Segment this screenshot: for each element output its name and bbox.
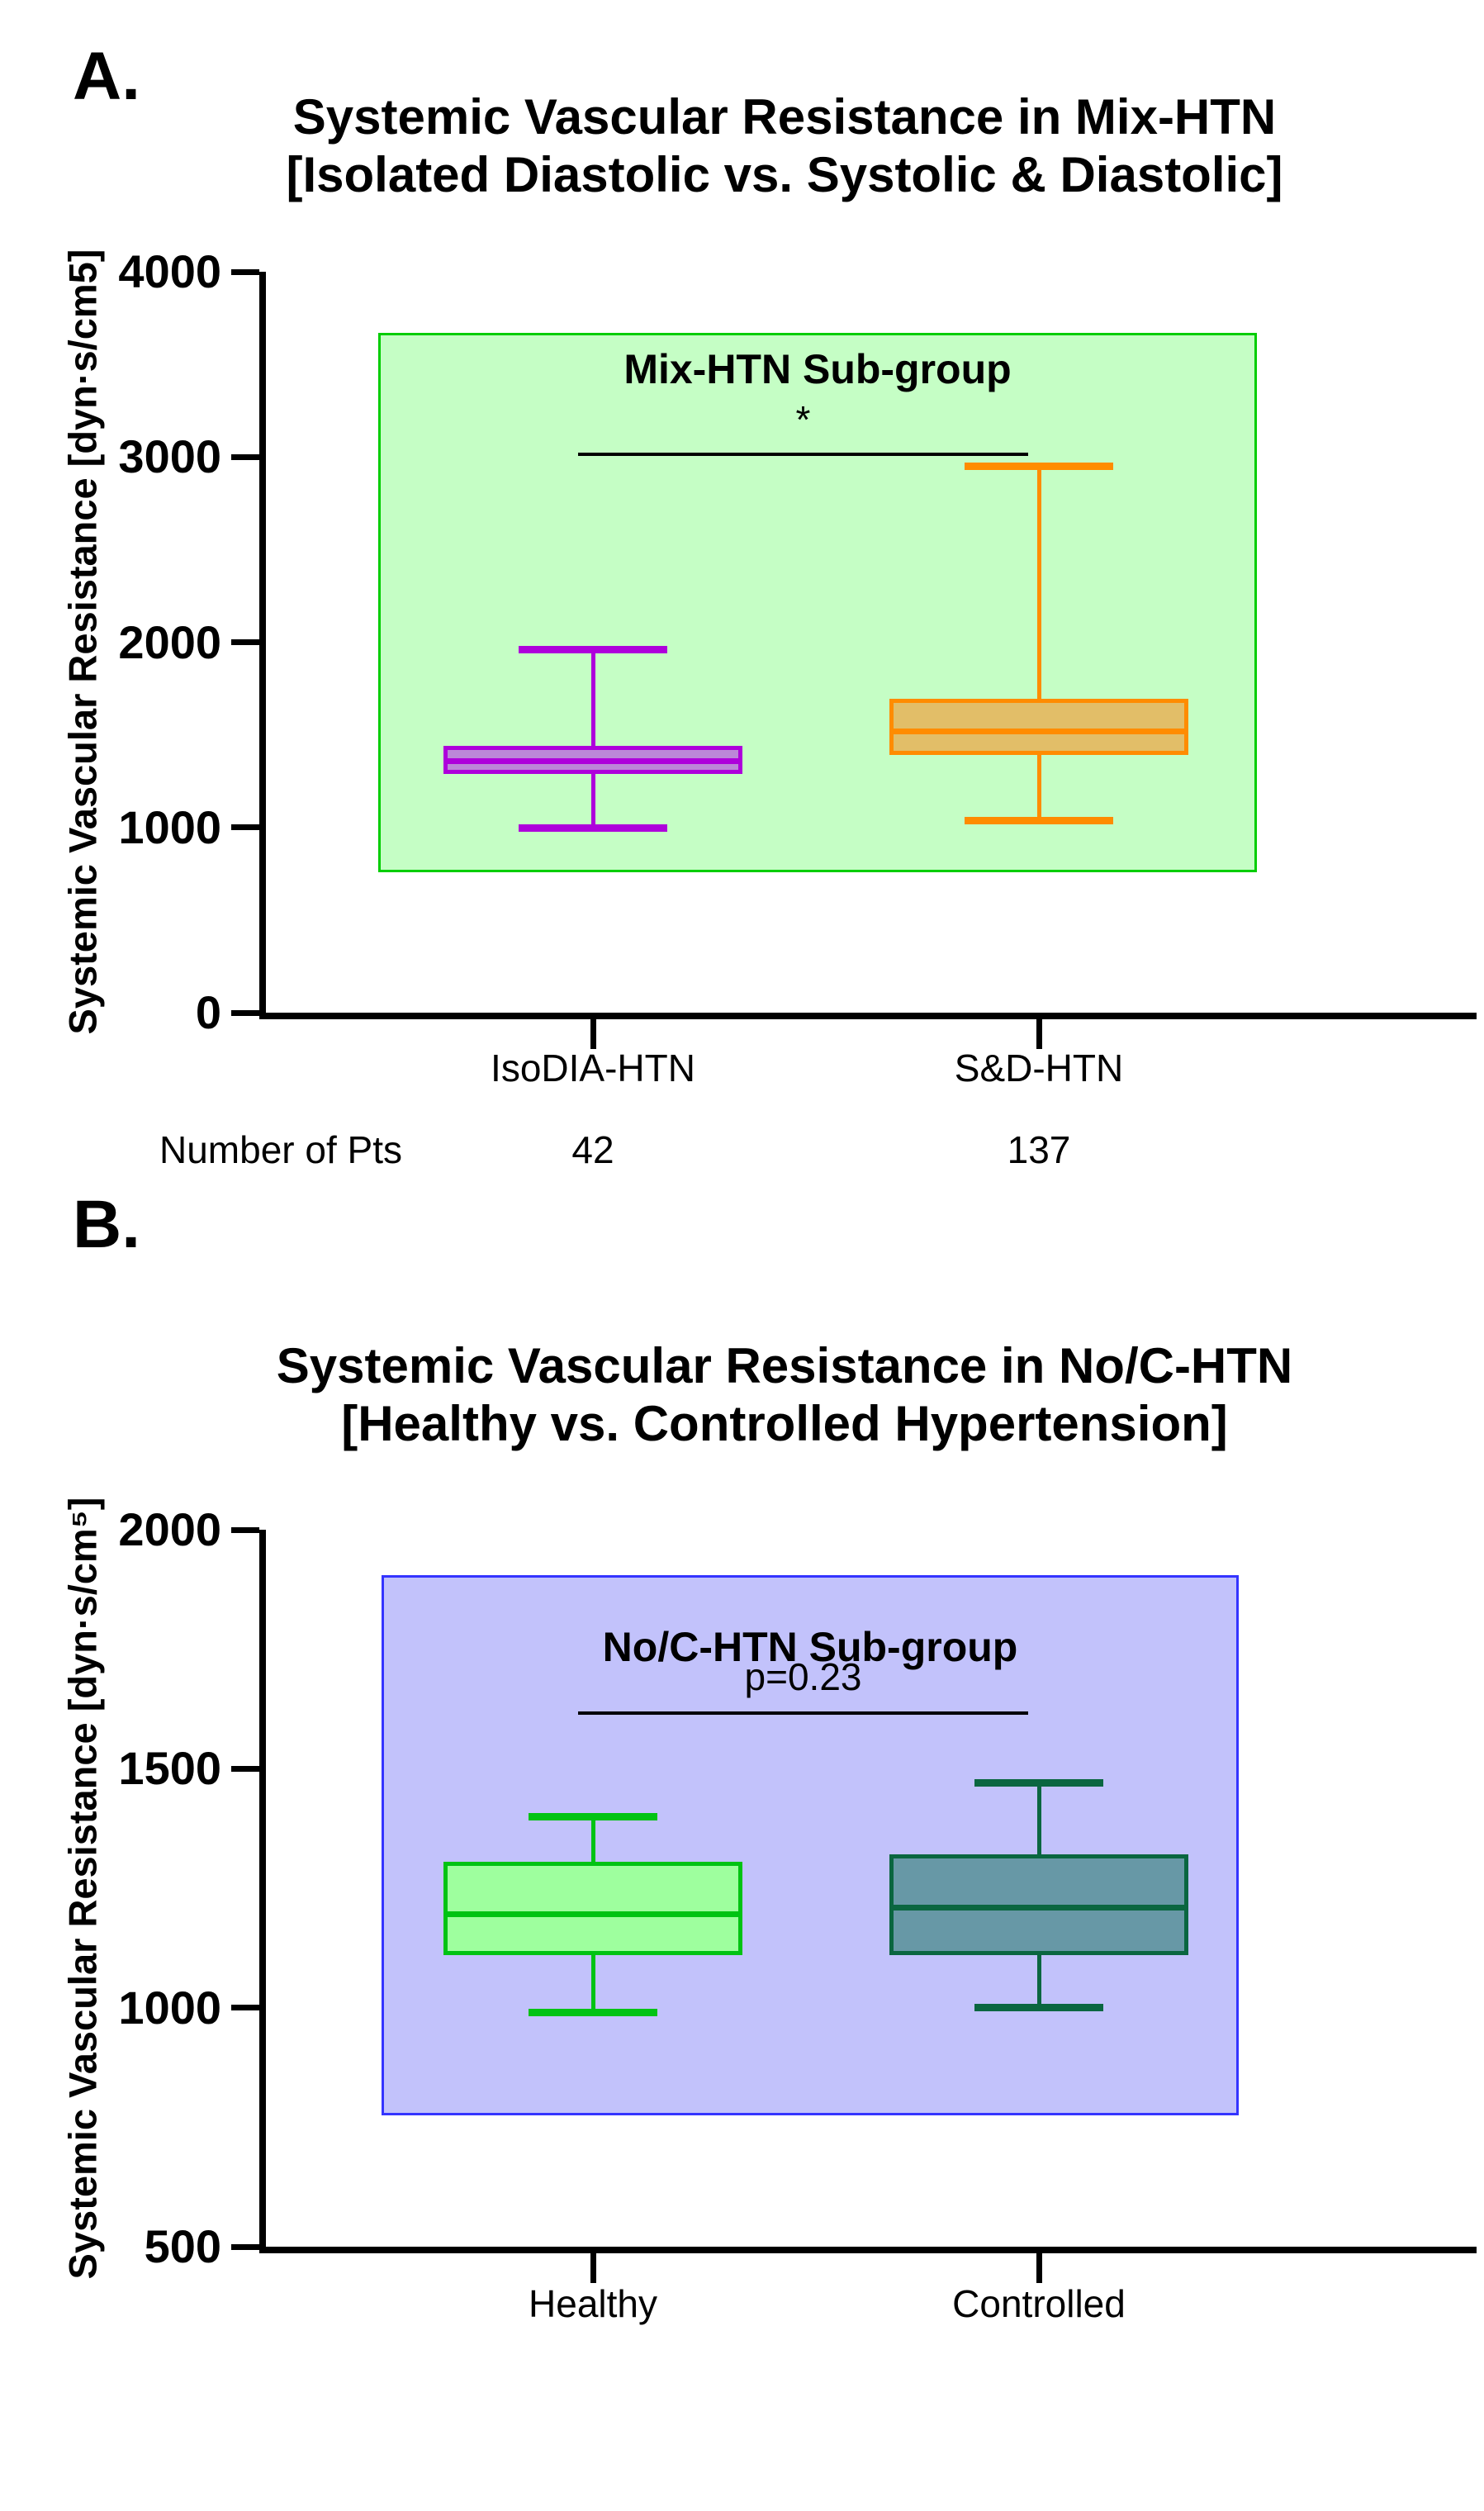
box-median xyxy=(889,1904,1188,1911)
panel-b-title-line2: [Healthy vs. Controlled Hypertension] xyxy=(341,1396,1228,1451)
y-tick-mark xyxy=(231,1765,259,1772)
category-tick-mark xyxy=(590,1019,596,1049)
subgroup-title: No/C-HTN Sub-group xyxy=(602,1624,1018,1670)
panel-a-n-group1: 42 xyxy=(571,1128,614,1171)
y-tick-mark xyxy=(231,1526,259,1533)
whisker-cap xyxy=(529,1812,657,1820)
y-tick-label: 500 xyxy=(144,2220,221,2272)
category-tick-mark xyxy=(1036,2253,1042,2283)
y-tick-label: 1000 xyxy=(118,1981,221,2034)
y-tick-mark xyxy=(231,824,259,831)
significance-line xyxy=(578,1711,1028,1715)
category-label: S&D-HTN xyxy=(954,1047,1124,1089)
y-tick-mark xyxy=(231,2005,259,2011)
box-median xyxy=(889,728,1188,734)
y-tick-label: 0 xyxy=(195,986,221,1038)
significance-label: * xyxy=(795,397,811,441)
y-axis-line xyxy=(259,272,266,1019)
significance-label: p=0.23 xyxy=(744,1654,862,1698)
whisker-cap xyxy=(529,2008,657,2016)
box xyxy=(443,1862,742,1955)
panel-a-title-line1: Systemic Vascular Resistance in Mix-HTN xyxy=(292,89,1277,145)
whisker-cap xyxy=(974,2004,1103,2012)
category-tick-mark xyxy=(1036,1019,1042,1049)
category-label: Controlled xyxy=(952,2282,1126,2325)
subgroup-band xyxy=(382,1574,1239,2115)
x-axis-line xyxy=(259,1013,1477,1019)
subgroup-title: Mix-HTN Sub-group xyxy=(623,346,1012,392)
category-tick-mark xyxy=(590,2253,596,2283)
x-axis-line xyxy=(259,2247,1477,2253)
y-tick-label: 1000 xyxy=(118,800,221,853)
whisker-cap xyxy=(974,1779,1103,1787)
whisker-cap xyxy=(965,462,1113,470)
whisker-cap xyxy=(965,817,1113,825)
subgroup-band xyxy=(378,333,1257,872)
panel-a-title-line2: [Isolated Diastolic vs. Systolic & Diast… xyxy=(286,147,1283,202)
y-tick-mark xyxy=(231,268,259,275)
y-tick-label: 4000 xyxy=(118,245,221,297)
y-tick-label: 1500 xyxy=(118,1742,221,1795)
whisker-cap xyxy=(519,824,667,833)
y-tick-mark xyxy=(231,2243,259,2250)
category-label: Healthy xyxy=(529,2282,657,2325)
panel-a-footer-label: Number of Pts xyxy=(159,1128,402,1171)
y-axis-line xyxy=(259,1530,266,2253)
panel-a-n-group2: 137 xyxy=(1007,1128,1071,1171)
whisker-cap xyxy=(519,645,667,653)
y-tick-mark xyxy=(231,639,259,645)
y-tick-label: 2000 xyxy=(118,1503,221,1555)
category-label: IsoDIA-HTN xyxy=(491,1047,695,1089)
panel-b-title-line1: Systemic Vascular Resistance in No/C-HTN xyxy=(276,1338,1293,1393)
y-tick-label: 2000 xyxy=(118,615,221,668)
y-tick-mark xyxy=(231,453,259,460)
panel-a-label: A. xyxy=(73,39,140,114)
box xyxy=(889,698,1188,756)
whisker-line xyxy=(1036,466,1041,821)
y-tick-label: 3000 xyxy=(118,430,221,483)
whisker-line xyxy=(590,649,595,828)
significance-line xyxy=(578,452,1028,456)
y-tick-mark xyxy=(231,1009,259,1016)
panel-b-label: B. xyxy=(73,1187,140,1262)
box-median xyxy=(443,757,742,764)
box-median xyxy=(443,1911,742,1918)
